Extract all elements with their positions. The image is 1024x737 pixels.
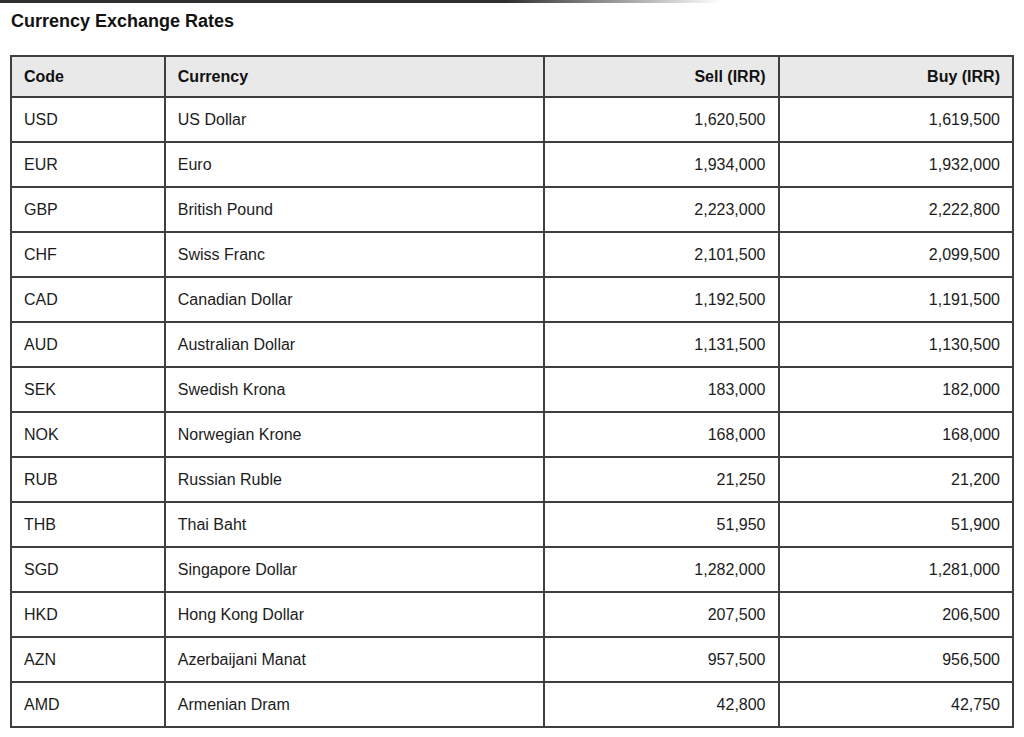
sell-rate-cell: 183,000 xyxy=(544,367,778,412)
currency-code-cell: USD xyxy=(11,97,165,142)
column-header-sell: Sell (IRR) xyxy=(544,56,778,97)
table-row: GBP British Pound 2,223,000 2,222,800 xyxy=(11,187,1013,232)
sell-rate-cell: 168,000 xyxy=(544,412,778,457)
table-row: EUR Euro 1,934,000 1,932,000 xyxy=(11,142,1013,187)
buy-rate-cell: 2,099,500 xyxy=(779,232,1013,277)
table-row: AUD Australian Dollar 1,131,500 1,130,50… xyxy=(11,322,1013,367)
currency-code-cell: EUR xyxy=(11,142,165,187)
buy-rate-cell: 42,750 xyxy=(779,682,1013,727)
currency-name-cell: Thai Baht xyxy=(165,502,544,547)
table-row: CHF Swiss Franc 2,101,500 2,099,500 xyxy=(11,232,1013,277)
sell-rate-cell: 42,800 xyxy=(544,682,778,727)
buy-rate-cell: 1,932,000 xyxy=(779,142,1013,187)
currency-name-cell: Azerbaijani Manat xyxy=(165,637,544,682)
table-row: AZN Azerbaijani Manat 957,500 956,500 xyxy=(11,637,1013,682)
page-title: Currency Exchange Rates xyxy=(0,0,1024,31)
currency-code-cell: AMD xyxy=(11,682,165,727)
sell-rate-cell: 207,500 xyxy=(544,592,778,637)
column-header-buy: Buy (IRR) xyxy=(779,56,1013,97)
currency-code-cell: GBP xyxy=(11,187,165,232)
currency-code-cell: RUB xyxy=(11,457,165,502)
currency-name-cell: Euro xyxy=(165,142,544,187)
buy-rate-cell: 2,222,800 xyxy=(779,187,1013,232)
table-row: SGD Singapore Dollar 1,282,000 1,281,000 xyxy=(11,547,1013,592)
currency-name-cell: Australian Dollar xyxy=(165,322,544,367)
table-row: NOK Norwegian Krone 168,000 168,000 xyxy=(11,412,1013,457)
sell-rate-cell: 21,250 xyxy=(544,457,778,502)
currency-code-cell: AZN xyxy=(11,637,165,682)
table-row: THB Thai Baht 51,950 51,900 xyxy=(11,502,1013,547)
sell-rate-cell: 1,282,000 xyxy=(544,547,778,592)
currency-code-cell: CAD xyxy=(11,277,165,322)
table-row: HKD Hong Kong Dollar 207,500 206,500 xyxy=(11,592,1013,637)
sell-rate-cell: 51,950 xyxy=(544,502,778,547)
sell-rate-cell: 1,192,500 xyxy=(544,277,778,322)
currency-name-cell: Armenian Dram xyxy=(165,682,544,727)
table-row: CAD Canadian Dollar 1,192,500 1,191,500 xyxy=(11,277,1013,322)
currency-name-cell: Singapore Dollar xyxy=(165,547,544,592)
currency-code-cell: SEK xyxy=(11,367,165,412)
table-body: USD US Dollar 1,620,500 1,619,500 EUR Eu… xyxy=(11,97,1013,727)
currency-code-cell: THB xyxy=(11,502,165,547)
table-row: SEK Swedish Krona 183,000 182,000 xyxy=(11,367,1013,412)
buy-rate-cell: 1,191,500 xyxy=(779,277,1013,322)
exchange-rates-table: Code Currency Sell (IRR) Buy (IRR) USD U… xyxy=(10,55,1014,728)
currency-name-cell: Swedish Krona xyxy=(165,367,544,412)
buy-rate-cell: 956,500 xyxy=(779,637,1013,682)
currency-name-cell: Norwegian Krone xyxy=(165,412,544,457)
header-row: Code Currency Sell (IRR) Buy (IRR) xyxy=(11,56,1013,97)
currency-code-cell: AUD xyxy=(11,322,165,367)
currency-name-cell: Russian Ruble xyxy=(165,457,544,502)
table-row: AMD Armenian Dram 42,800 42,750 xyxy=(11,682,1013,727)
buy-rate-cell: 1,619,500 xyxy=(779,97,1013,142)
buy-rate-cell: 21,200 xyxy=(779,457,1013,502)
sell-rate-cell: 2,101,500 xyxy=(544,232,778,277)
sell-rate-cell: 1,131,500 xyxy=(544,322,778,367)
sell-rate-cell: 1,934,000 xyxy=(544,142,778,187)
currency-name-cell: Swiss Franc xyxy=(165,232,544,277)
buy-rate-cell: 168,000 xyxy=(779,412,1013,457)
currency-name-cell: Canadian Dollar xyxy=(165,277,544,322)
column-header-code: Code xyxy=(11,56,165,97)
currency-name-cell: Hong Kong Dollar xyxy=(165,592,544,637)
currency-code-cell: HKD xyxy=(11,592,165,637)
currency-code-cell: CHF xyxy=(11,232,165,277)
sell-rate-cell: 957,500 xyxy=(544,637,778,682)
sell-rate-cell: 2,223,000 xyxy=(544,187,778,232)
buy-rate-cell: 182,000 xyxy=(779,367,1013,412)
buy-rate-cell: 51,900 xyxy=(779,502,1013,547)
table-row: USD US Dollar 1,620,500 1,619,500 xyxy=(11,97,1013,142)
column-header-currency: Currency xyxy=(165,56,544,97)
buy-rate-cell: 1,281,000 xyxy=(779,547,1013,592)
buy-rate-cell: 206,500 xyxy=(779,592,1013,637)
currency-name-cell: British Pound xyxy=(165,187,544,232)
table-row: RUB Russian Ruble 21,250 21,200 xyxy=(11,457,1013,502)
page: Currency Exchange Rates Code Currency Se… xyxy=(0,0,1024,737)
buy-rate-cell: 1,130,500 xyxy=(779,322,1013,367)
currency-name-cell: US Dollar xyxy=(165,97,544,142)
top-edge-crop-artifact xyxy=(0,0,720,3)
sell-rate-cell: 1,620,500 xyxy=(544,97,778,142)
currency-code-cell: SGD xyxy=(11,547,165,592)
table-header: Code Currency Sell (IRR) Buy (IRR) xyxy=(11,56,1013,97)
currency-code-cell: NOK xyxy=(11,412,165,457)
